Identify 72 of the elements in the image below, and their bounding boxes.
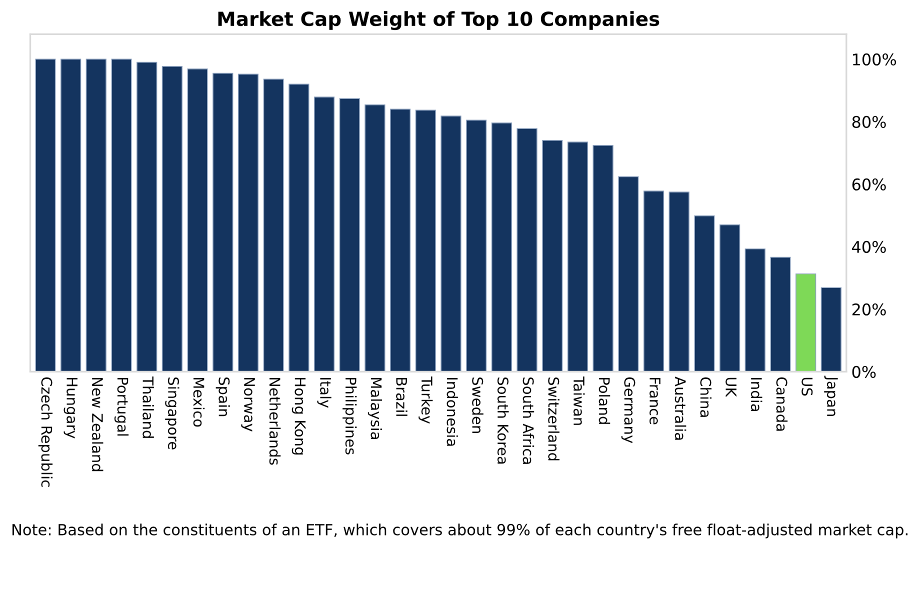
bar [86,58,106,372]
bar [516,128,538,372]
y-tick-label: 40% [852,240,886,254]
bar [820,287,842,372]
x-tick-label: Turkey [418,376,433,424]
y-tick-label: 20% [852,303,886,316]
x-tick-label: Spain [216,378,230,416]
x-tick-label: Brazil [396,378,408,416]
x-tick-label: Australia [674,376,686,440]
bar [111,58,132,372]
y-tick-label: 60% [852,178,886,191]
bar [288,84,310,372]
x-tick-label: Taiwan [573,376,585,425]
y-tick-label: 80% [852,116,886,128]
bar [415,110,436,372]
bar [35,58,56,372]
bar [796,273,816,372]
x-tick-label: Switzerland [548,378,560,460]
x-tick-label: Portugal [114,378,129,436]
x-tick-label: Mexico [193,378,205,427]
x-tick-label: Czech Republic [38,377,53,487]
x-tick-label: UK [726,378,736,398]
text: Note: Based on the constituents of an ETF, which covers about 99% of each country's free float-adjusted market cap. [12,524,908,538]
x-tick-label: New Zealand [92,378,104,472]
bar [719,224,740,372]
y-tick-label: 100% [853,53,896,66]
x-tick-label: Thailand [142,376,154,438]
x-tick-label: Italy [317,378,332,408]
bar [187,68,208,372]
x-tick-label: Singapore [165,378,180,450]
x-tick-label: Hungary [64,378,78,438]
bar [238,74,259,372]
bar [770,256,791,372]
x-tick-label: Netherlands [269,378,281,465]
bar [668,192,690,372]
x-tick-label: Hong Kong [292,378,306,455]
x-tick-label: Canada [776,377,788,431]
bar [162,66,182,372]
x-tick-label: Poland [598,378,610,424]
bar [60,58,82,372]
x-tick-label: France [650,378,660,424]
bar [440,116,462,372]
y-tick-label: 0% [852,366,876,378]
x-tick-label: Sweden [472,378,484,433]
bar [136,62,158,372]
bar [592,145,614,372]
x-tick-label: Malaysia [368,378,382,439]
bar [263,78,284,372]
x-tick-label: South Korea [497,378,509,464]
x-tick-label: South Africa [522,378,534,464]
bar [542,140,563,372]
bar [694,215,715,372]
bar [339,98,360,372]
x-tick-label: Norway [241,378,255,432]
bar [390,108,411,372]
bar [567,142,588,372]
x-tick-label: Indonesia [446,378,458,446]
bar [314,96,335,372]
x-tick-label: China [700,377,712,417]
x-tick-label: Japan [824,376,838,416]
x-tick-label: India [750,378,762,412]
bar [643,190,664,372]
bar [212,72,234,372]
x-tick-label: Germany [621,377,636,444]
bar [466,120,487,372]
x-tick-label: Philippines [342,378,357,454]
bar [744,248,766,372]
bar [618,176,639,372]
bar [491,122,512,372]
bar [364,104,386,372]
chart-title: Market Cap Weight of Top 10 Companies [218,11,660,30]
x-tick-label: US [802,378,813,396]
